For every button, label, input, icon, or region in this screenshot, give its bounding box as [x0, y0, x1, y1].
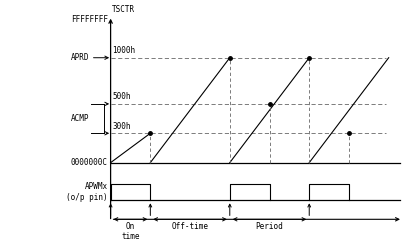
Text: 300h: 300h [112, 122, 131, 131]
Text: 500h: 500h [112, 92, 131, 101]
Text: 1000h: 1000h [112, 46, 135, 55]
Text: APWMx
(o/p pin): APWMx (o/p pin) [66, 182, 108, 202]
Text: TSCTR: TSCTR [112, 5, 135, 14]
Text: On
time: On time [121, 222, 140, 241]
Text: Period: Period [256, 222, 284, 231]
Text: Off-time: Off-time [171, 222, 208, 231]
Text: ACMP: ACMP [71, 114, 89, 123]
Text: 0000000C: 0000000C [71, 158, 108, 167]
Text: APRD: APRD [71, 53, 89, 62]
Text: FFFFFFFF: FFFFFFFF [71, 15, 108, 24]
